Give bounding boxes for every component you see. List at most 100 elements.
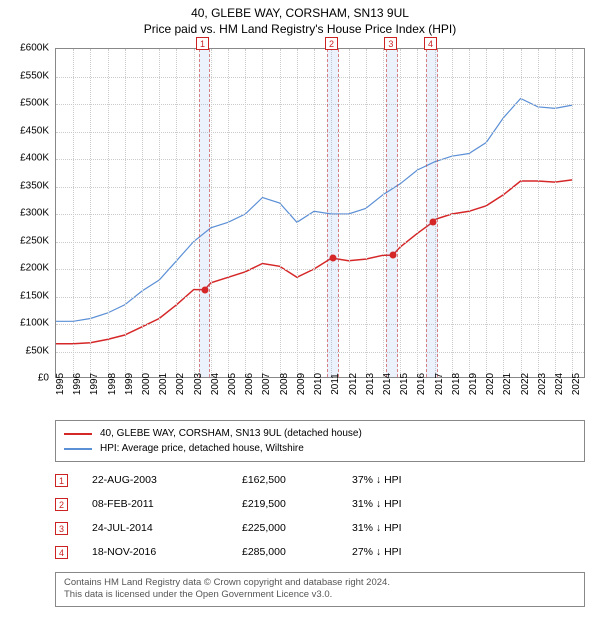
x-axis-label: 2018 xyxy=(451,373,462,395)
x-axis-label: 2009 xyxy=(296,373,307,395)
gridline-vertical xyxy=(228,49,229,377)
plot-region xyxy=(55,48,585,378)
sales-row-price: £219,500 xyxy=(242,498,352,510)
x-axis-label: 2024 xyxy=(554,373,565,395)
y-axis-label: £350K xyxy=(20,180,49,191)
footnote-line2: This data is licensed under the Open Gov… xyxy=(64,589,576,601)
sales-table: 122-AUG-2003£162,50037% ↓ HPI208-FEB-201… xyxy=(55,468,585,564)
sales-row: 122-AUG-2003£162,50037% ↓ HPI xyxy=(55,468,585,492)
sales-row-index: 4 xyxy=(55,546,68,559)
sales-row-price: £285,000 xyxy=(242,546,352,558)
legend-row-hpi: HPI: Average price, detached house, Wilt… xyxy=(64,441,576,456)
sales-row-price: £162,500 xyxy=(242,474,352,486)
x-axis-label: 2017 xyxy=(434,373,445,395)
y-axis-label: £150K xyxy=(20,290,49,301)
sale-marker-box: 2 xyxy=(325,37,338,50)
y-axis-label: £400K xyxy=(20,153,49,164)
y-axis-label: £250K xyxy=(20,235,49,246)
y-axis-label: £600K xyxy=(20,43,49,54)
gridline-horizontal xyxy=(56,104,584,105)
gridline-vertical xyxy=(503,49,504,377)
sales-row: 3 24-JUL-2014£225,00031% ↓ HPI xyxy=(55,516,585,540)
chart-container: 40, GLEBE WAY, CORSHAM, SN13 9UL Price p… xyxy=(0,0,600,620)
gridline-vertical xyxy=(572,49,573,377)
legend: 40, GLEBE WAY, CORSHAM, SN13 9UL (detach… xyxy=(55,420,585,462)
sale-dot xyxy=(330,255,337,262)
footnote-line1: Contains HM Land Registry data © Crown c… xyxy=(64,577,576,589)
gridline-vertical xyxy=(280,49,281,377)
gridline-horizontal xyxy=(56,159,584,160)
x-axis-label: 2003 xyxy=(193,373,204,395)
sales-row: 4 18-NOV-2016£285,00027% ↓ HPI xyxy=(55,540,585,564)
gridline-vertical xyxy=(245,49,246,377)
y-axis-label: £550K xyxy=(20,70,49,81)
x-axis-label: 2013 xyxy=(365,373,376,395)
x-axis-label: 2000 xyxy=(141,373,152,395)
sales-row: 208-FEB-2011£219,50031% ↓ HPI xyxy=(55,492,585,516)
legend-swatch-hpi xyxy=(64,448,92,450)
sales-row-price: £225,000 xyxy=(242,522,352,534)
chart-area: £0£50K£100K£150K£200K£250K£300K£350K£400… xyxy=(55,48,585,378)
gridline-vertical xyxy=(366,49,367,377)
legend-label-property: 40, GLEBE WAY, CORSHAM, SN13 9UL (detach… xyxy=(100,428,362,439)
sale-marker-box: 1 xyxy=(196,37,209,50)
sale-period-shade xyxy=(199,49,210,377)
gridline-horizontal xyxy=(56,297,584,298)
x-axis-label: 2002 xyxy=(175,373,186,395)
gridline-vertical xyxy=(452,49,453,377)
y-axis-label: £300K xyxy=(20,208,49,219)
gridline-vertical xyxy=(521,49,522,377)
sales-row-delta: 37% ↓ HPI xyxy=(352,474,492,486)
gridline-horizontal xyxy=(56,214,584,215)
gridline-vertical xyxy=(90,49,91,377)
x-axis-label: 1996 xyxy=(72,373,83,395)
sale-period-shade xyxy=(426,49,438,377)
sales-row-delta: 31% ↓ HPI xyxy=(352,522,492,534)
gridline-vertical xyxy=(176,49,177,377)
gridline-vertical xyxy=(159,49,160,377)
sale-period-shade xyxy=(386,49,398,377)
gridline-vertical xyxy=(314,49,315,377)
x-axis-label: 2011 xyxy=(330,373,341,395)
x-axis-label: 2004 xyxy=(210,373,221,395)
sales-row-date: 18-NOV-2016 xyxy=(92,546,242,558)
gridline-vertical xyxy=(211,49,212,377)
y-axis-label: £450K xyxy=(20,125,49,136)
y-axis-label: £200K xyxy=(20,263,49,274)
sales-row-index: 1 xyxy=(55,474,68,487)
x-axis-label: 2006 xyxy=(244,373,255,395)
gridline-vertical xyxy=(73,49,74,377)
title-block: 40, GLEBE WAY, CORSHAM, SN13 9UL Price p… xyxy=(0,0,600,37)
x-axis-label: 2016 xyxy=(416,373,427,395)
x-axis-label: 2022 xyxy=(520,373,531,395)
sales-row-delta: 27% ↓ HPI xyxy=(352,546,492,558)
sales-row-date: 08-FEB-2011 xyxy=(92,498,242,510)
x-axis-label: 2019 xyxy=(468,373,479,395)
gridline-vertical xyxy=(262,49,263,377)
sales-row-index: 3 xyxy=(55,522,68,535)
x-axis-label: 2021 xyxy=(502,373,513,395)
gridline-vertical xyxy=(538,49,539,377)
x-axis-label: 2008 xyxy=(279,373,290,395)
x-axis-label: 2012 xyxy=(348,373,359,395)
gridline-horizontal xyxy=(56,242,584,243)
x-axis-label: 2007 xyxy=(261,373,272,395)
x-axis-label: 2023 xyxy=(537,373,548,395)
gridline-vertical xyxy=(417,49,418,377)
gridline-vertical xyxy=(194,49,195,377)
sales-row-delta: 31% ↓ HPI xyxy=(352,498,492,510)
y-axis-label: £500K xyxy=(20,98,49,109)
gridline-vertical xyxy=(486,49,487,377)
x-axis-label: 1995 xyxy=(55,373,66,395)
sale-dot xyxy=(389,252,396,259)
sale-marker-box: 3 xyxy=(384,37,397,50)
x-axis-label: 2010 xyxy=(313,373,324,395)
footnote: Contains HM Land Registry data © Crown c… xyxy=(55,572,585,607)
gridline-horizontal xyxy=(56,77,584,78)
gridline-horizontal xyxy=(56,324,584,325)
x-axis-label: 2025 xyxy=(571,373,582,395)
gridline-vertical xyxy=(349,49,350,377)
sales-row-date: 24-JUL-2014 xyxy=(92,522,242,534)
gridline-vertical xyxy=(125,49,126,377)
legend-swatch-property xyxy=(64,433,92,435)
